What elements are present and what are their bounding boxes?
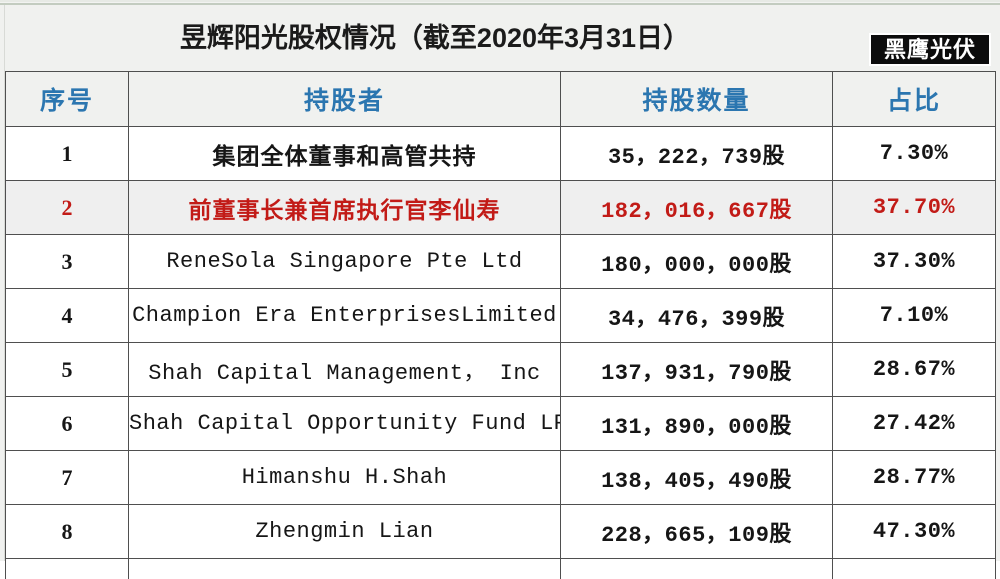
cell-holder: ReneSola Singapore Pte Ltd bbox=[129, 235, 561, 289]
cell-shares: 137，931，790股 bbox=[561, 343, 833, 397]
cell-holder: Shah Capital Opportunity Fund LP bbox=[129, 397, 561, 451]
cell-shares: 182，016，667股 bbox=[561, 181, 833, 235]
cell-index: 3 bbox=[6, 235, 129, 289]
cell-holder: Shah Capital Management， Inc bbox=[129, 343, 561, 397]
cell-shares: 228，665，109股 bbox=[561, 505, 833, 559]
column-header-index: 序号 bbox=[6, 72, 129, 127]
cell-index: 6 bbox=[6, 397, 129, 451]
cell-percent: 7.30% bbox=[833, 127, 996, 181]
watermark-badge: 黑鹰光伏 bbox=[869, 33, 991, 66]
cell-shares: 35，222，739股 bbox=[561, 127, 833, 181]
page-title: 昱辉阳光股权情况（截至2020年3月31日） bbox=[5, 5, 865, 71]
cell-percent: 47.30% bbox=[833, 505, 996, 559]
cell-index: 7 bbox=[6, 451, 129, 505]
table-row-partial bbox=[6, 559, 996, 579]
cell-holder: 集团全体董事和高管共持 bbox=[129, 127, 561, 181]
cell-holder: Himanshu H.Shah bbox=[129, 451, 561, 505]
screenshot-root: 昱辉阳光股权情况（截至2020年3月31日） 黑鹰光伏 序号 持股者 持股数量 … bbox=[0, 0, 1000, 561]
cell-empty bbox=[129, 559, 561, 579]
table-header-row: 序号 持股者 持股数量 占比 bbox=[6, 72, 996, 127]
cell-percent: 28.67% bbox=[833, 343, 996, 397]
cell-percent: 28.77% bbox=[833, 451, 996, 505]
cell-percent: 37.30% bbox=[833, 235, 996, 289]
column-header-holder: 持股者 bbox=[129, 72, 561, 127]
cell-shares: 131，890，000股 bbox=[561, 397, 833, 451]
cell-empty bbox=[561, 559, 833, 579]
cell-percent: 7.10% bbox=[833, 289, 996, 343]
cell-index: 4 bbox=[6, 289, 129, 343]
cell-shares: 180，000，000股 bbox=[561, 235, 833, 289]
cell-shares: 138，405，490股 bbox=[561, 451, 833, 505]
cell-holder: 前董事长兼首席执行官李仙寿 bbox=[129, 181, 561, 235]
cell-holder: Champion Era EnterprisesLimited bbox=[129, 289, 561, 343]
cell-index: 2 bbox=[6, 181, 129, 235]
cell-shares: 34，476，399股 bbox=[561, 289, 833, 343]
cell-percent: 37.70% bbox=[833, 181, 996, 235]
column-header-percent: 占比 bbox=[833, 72, 996, 127]
cell-index: 1 bbox=[6, 127, 129, 181]
cell-holder: Zhengmin Lian bbox=[129, 505, 561, 559]
cell-percent: 27.42% bbox=[833, 397, 996, 451]
cell-empty bbox=[833, 559, 996, 579]
top-edge-highlight bbox=[0, 0, 1000, 2]
cell-index: 8 bbox=[6, 505, 129, 559]
title-band: 昱辉阳光股权情况（截至2020年3月31日） bbox=[5, 5, 995, 71]
column-header-shares: 持股数量 bbox=[561, 72, 833, 127]
cell-empty bbox=[6, 559, 129, 579]
cell-index: 5 bbox=[6, 343, 129, 397]
